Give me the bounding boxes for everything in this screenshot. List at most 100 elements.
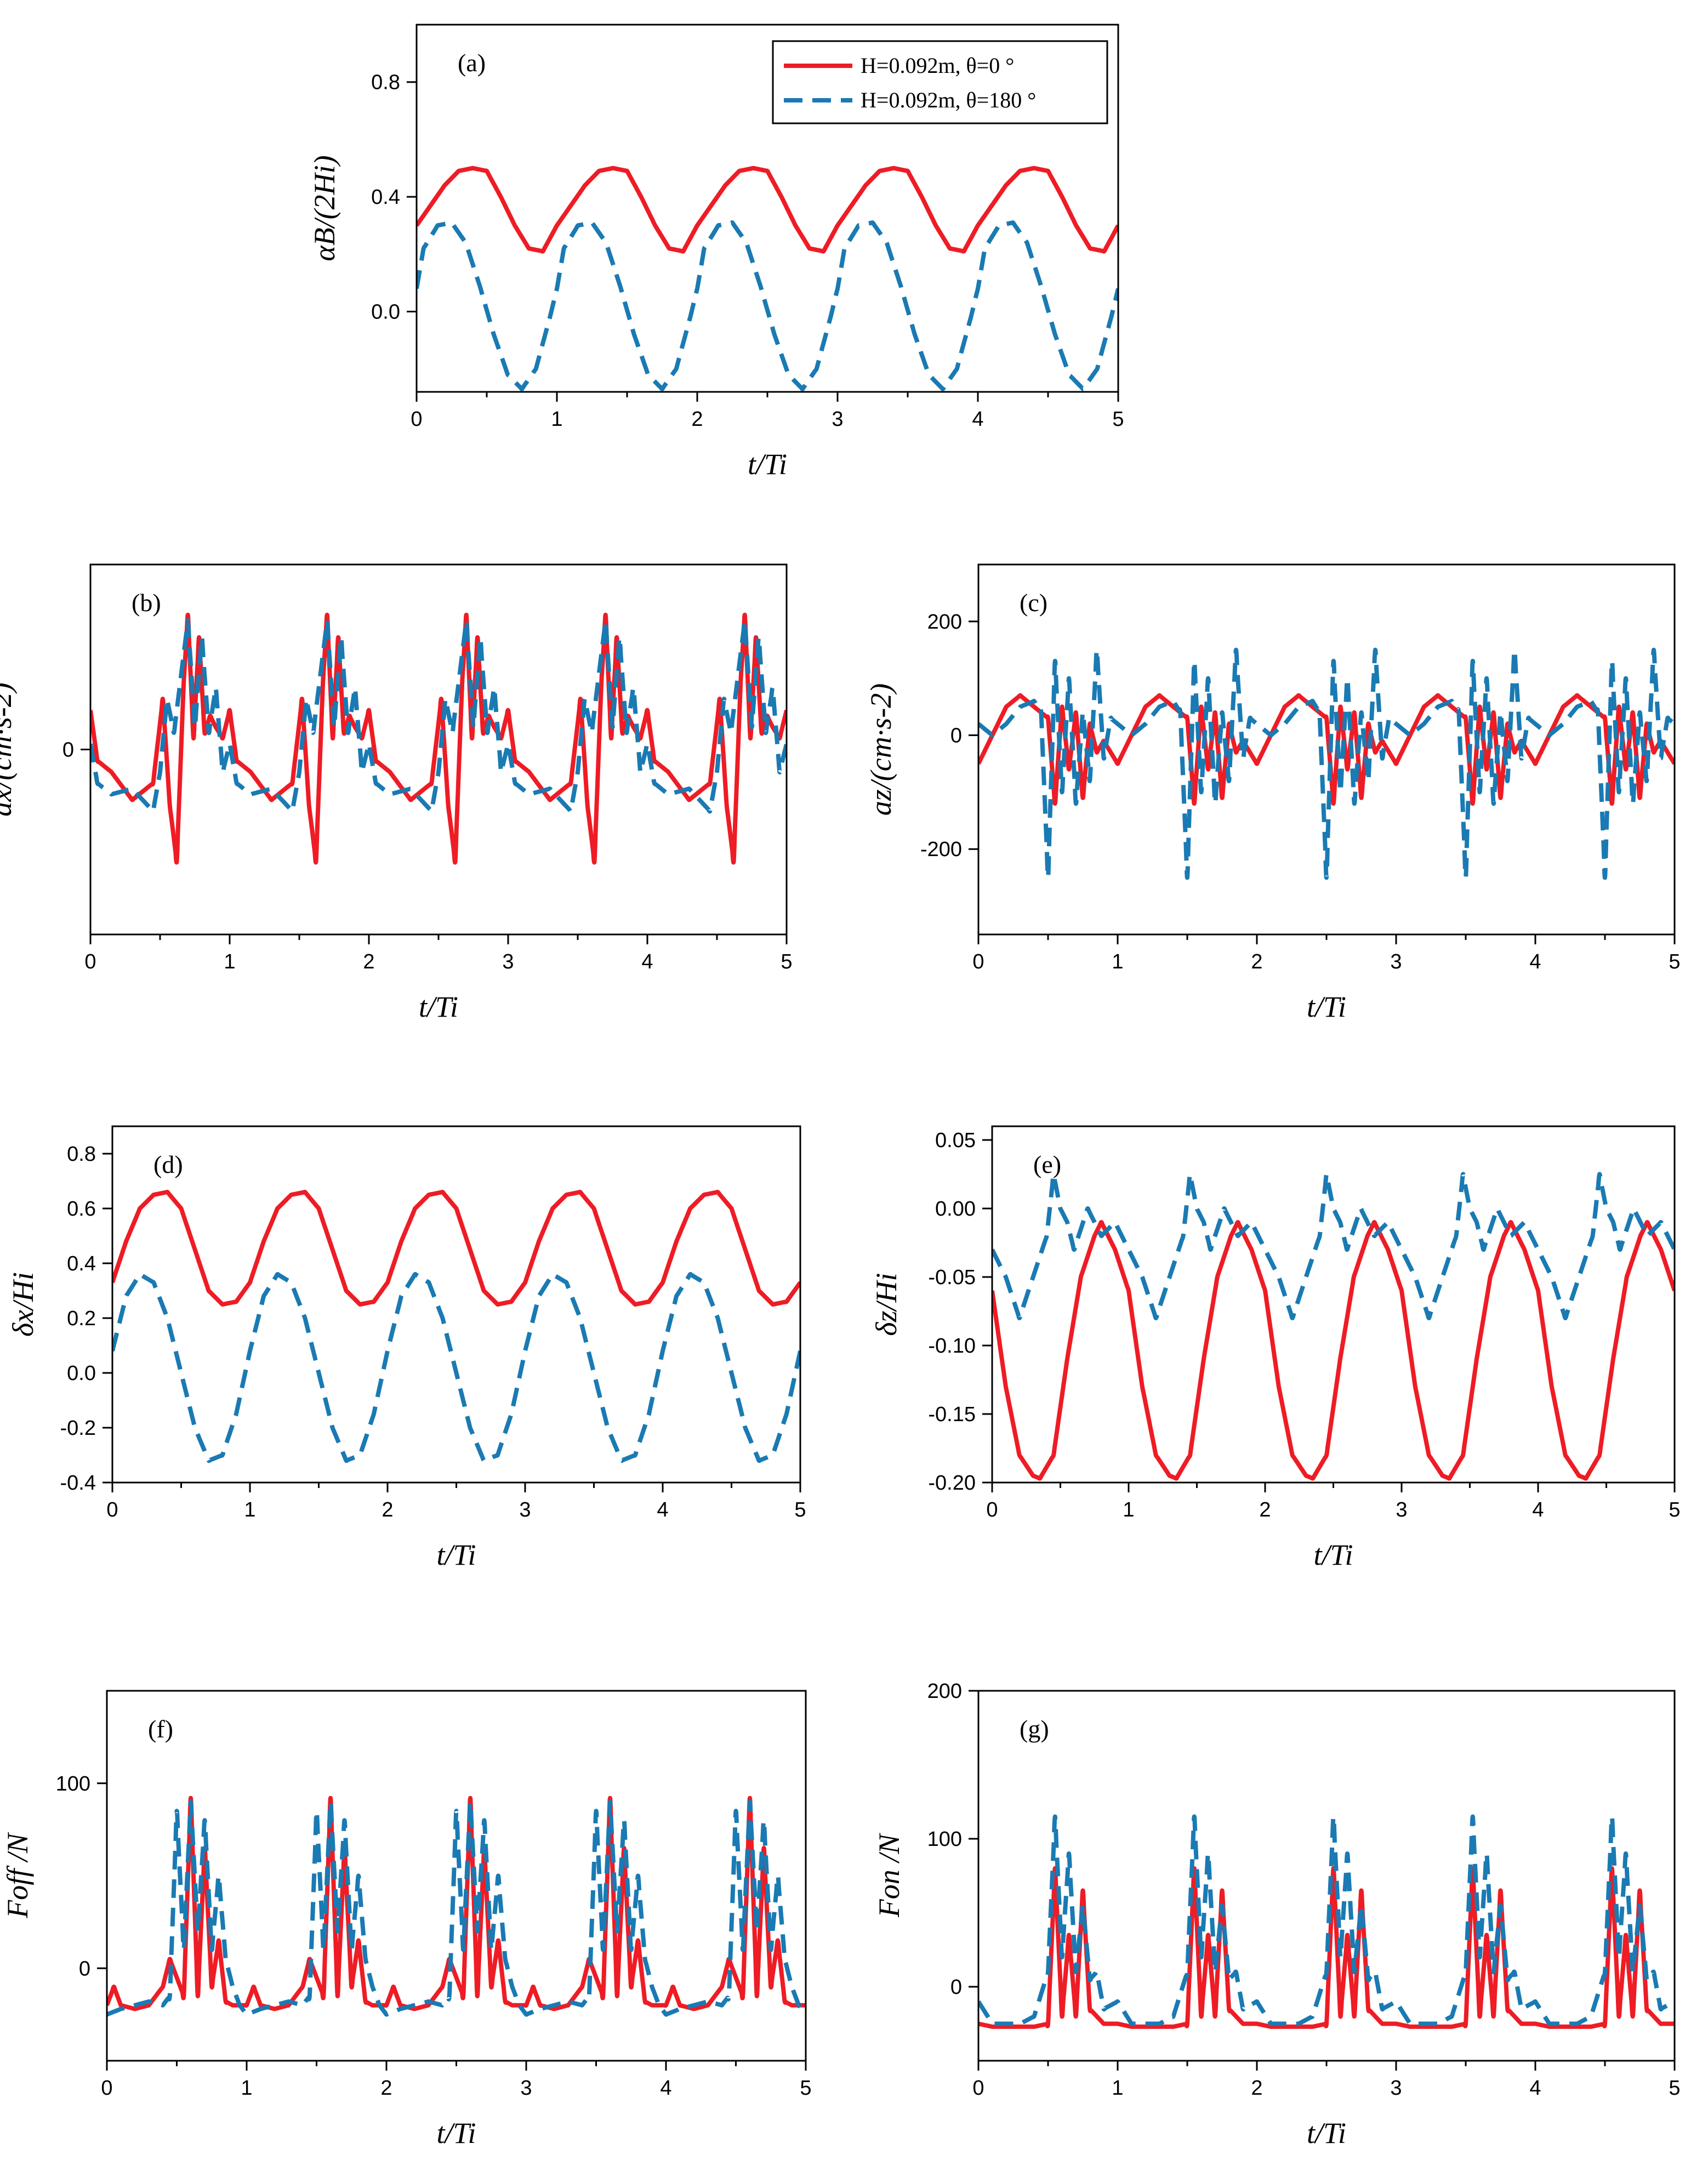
y-axis-label-d: δx/Hi <box>7 1272 39 1337</box>
y-tick-label-e-0: -0.20 <box>928 1472 976 1495</box>
y-tick-label-e-1: -0.15 <box>928 1403 976 1426</box>
y-tick-label-a-1: 0.4 <box>371 186 400 209</box>
x-tick-label-e-0: 0 <box>986 1498 998 1521</box>
x-tick-label-b-0: 0 <box>84 950 96 973</box>
series-line-b-theta180 <box>90 618 787 814</box>
y-tick-label-a-2: 0.8 <box>371 71 400 94</box>
x-tick-label-f-2: 2 <box>380 2077 392 2100</box>
y-tick-label-c-2: 200 <box>927 611 962 634</box>
x-tick-label-e-4: 4 <box>1532 1498 1544 1521</box>
series-line-c-theta180 <box>978 647 1675 880</box>
series-line-e-theta0 <box>992 1220 1675 1481</box>
y-tick-label-d-5: 0.6 <box>67 1198 96 1221</box>
x-axis-label-a: t/Ti <box>748 448 787 481</box>
x-tick-label-c-0: 0 <box>972 950 984 973</box>
x-axis-label-b: t/Ti <box>419 990 458 1023</box>
x-tick-label-e-1: 1 <box>1123 1498 1134 1521</box>
legend-label-solid: H=0.092m, θ=0 ° <box>861 53 1014 78</box>
x-tick-label-c-5: 5 <box>1669 950 1680 973</box>
legend: H=0.092m, θ=0 ° H=0.092m, θ=180 ° <box>772 40 1108 124</box>
plot-frame-e <box>991 1125 1676 1484</box>
panel-f: 0 1 2 3 4 5 0 100 t/Ti Foff /N (f) <box>1 1690 812 2150</box>
x-tick-label-b-2: 2 <box>363 950 374 973</box>
panel-d: 0 1 2 3 4 5 -0.4 -0.2 0.0 0.2 0.4 0.6 0.8 t/Ti δx/Hi (d… <box>7 1125 806 1571</box>
series-line-a-theta180 <box>417 220 1118 391</box>
x-tick-label-d-0: 0 <box>106 1498 118 1521</box>
y-axis-label-g: Fon /N <box>873 1833 906 1918</box>
x-tick-label-g-4: 4 <box>1529 2077 1541 2100</box>
panel-label-e: (e) <box>1033 1150 1061 1178</box>
x-axis-label-g: t/Ti <box>1307 2117 1346 2150</box>
x-tick-label-c-1: 1 <box>1112 950 1123 973</box>
legend-label-dashed: H=0.092m, θ=180 ° <box>861 88 1036 112</box>
x-tick-label-a-4: 4 <box>972 408 983 431</box>
panel-c: 0 1 2 3 4 5 -200 0 200 t/Ti az/(cm·s-2) (c) <box>864 563 1681 1023</box>
x-axis-label-f: t/Ti <box>436 2117 476 2150</box>
panel-label-f: (f) <box>148 1715 173 1743</box>
y-tick-label-a-0: 0.0 <box>371 300 400 323</box>
x-tick-label-d-2: 2 <box>382 1498 393 1521</box>
y-tick-label-e-3: -0.05 <box>928 1266 976 1289</box>
y-tick-label-c-0: -200 <box>920 838 962 861</box>
x-tick-label-a-2: 2 <box>691 408 703 431</box>
x-tick-label-d-3: 3 <box>519 1498 531 1521</box>
y-tick-label-b-0: 0 <box>62 739 74 762</box>
series-line-a-theta0 <box>417 166 1118 254</box>
panel-b: 0 1 2 3 4 5 0 t/Ti ax/(cm·s-2) (b) <box>0 563 793 1023</box>
x-tick-label-c-4: 4 <box>1529 950 1541 973</box>
panel-e: 0 1 2 3 4 5 -0.20 -0.15 -0.10 -0.05 0.00 0.05 t/Ti δz… <box>870 1125 1681 1571</box>
y-axis-label-a: αB/(2Hi) <box>308 155 341 261</box>
x-axis-label-c: t/Ti <box>1307 990 1346 1023</box>
y-tick-label-g-0: 0 <box>950 1976 962 1999</box>
panel-label-d: (d) <box>153 1150 183 1178</box>
panel-label-a: (a) <box>458 49 486 77</box>
y-tick-label-d-1: -0.2 <box>60 1417 96 1440</box>
y-tick-label-e-2: -0.10 <box>928 1335 976 1358</box>
x-tick-label-a-1: 1 <box>551 408 562 431</box>
series-line-d-theta0 <box>112 1189 800 1307</box>
x-tick-label-c-2: 2 <box>1251 950 1262 973</box>
x-tick-label-g-0: 0 <box>972 2077 984 2100</box>
y-tick-label-c-1: 0 <box>950 725 962 748</box>
x-tick-label-e-2: 2 <box>1259 1498 1271 1521</box>
y-tick-label-g-1: 100 <box>927 1828 962 1851</box>
x-tick-label-g-1: 1 <box>1112 2077 1123 2100</box>
series-line-c-theta0 <box>978 693 1675 806</box>
x-tick-label-b-5: 5 <box>781 950 792 973</box>
panel-g: 0 1 2 3 4 5 0 100 200 t/Ti Fon /N (g) <box>873 1680 1681 2150</box>
y-tick-label-d-6: 0.8 <box>67 1143 96 1166</box>
x-tick-label-d-5: 5 <box>794 1498 806 1521</box>
series-line-g-theta0 <box>978 1866 1675 2029</box>
x-tick-label-c-3: 3 <box>1390 950 1402 973</box>
x-tick-label-f-1: 1 <box>241 2077 252 2100</box>
x-tick-label-d-1: 1 <box>244 1498 255 1521</box>
x-tick-label-d-4: 4 <box>657 1498 668 1521</box>
x-axis-label-e: t/Ti <box>1313 1538 1353 1571</box>
x-tick-label-e-3: 3 <box>1396 1498 1407 1521</box>
y-axis-label-b: ax/(cm·s-2) <box>0 682 18 816</box>
panel-a: 0 1 2 3 4 5 0.0 0.4 0.8 t/Ti αB/(2Hi) (a) <box>308 24 1124 481</box>
x-tick-label-b-3: 3 <box>502 950 514 973</box>
series-line-b-theta0 <box>90 612 787 865</box>
y-axis-label-e: δz/Hi <box>870 1273 903 1336</box>
x-axis-label-d: t/Ti <box>436 1538 476 1571</box>
x-tick-label-g-5: 5 <box>1669 2077 1680 2100</box>
y-tick-label-g-2: 200 <box>927 1680 962 1703</box>
y-tick-label-d-0: -0.4 <box>60 1472 96 1495</box>
plot-frame-d <box>111 1125 801 1484</box>
x-tick-label-f-0: 0 <box>101 2077 112 2100</box>
x-tick-label-b-4: 4 <box>641 950 653 973</box>
x-tick-label-f-3: 3 <box>520 2077 532 2100</box>
y-axis-label-c: az/(cm·s-2) <box>864 683 897 816</box>
y-tick-label-d-4: 0.4 <box>67 1252 96 1275</box>
panel-label-c: (c) <box>1020 589 1047 617</box>
x-tick-label-a-0: 0 <box>411 408 422 431</box>
x-tick-label-f-5: 5 <box>800 2077 811 2100</box>
series-line-d-theta180 <box>112 1272 800 1463</box>
plot-frame-b <box>89 563 788 936</box>
series-line-g-theta180 <box>978 1814 1675 2026</box>
x-tick-label-b-1: 1 <box>224 950 235 973</box>
y-tick-label-d-3: 0.2 <box>67 1307 96 1330</box>
x-tick-label-e-5: 5 <box>1669 1498 1680 1521</box>
panel-label-b: (b) <box>132 589 161 617</box>
